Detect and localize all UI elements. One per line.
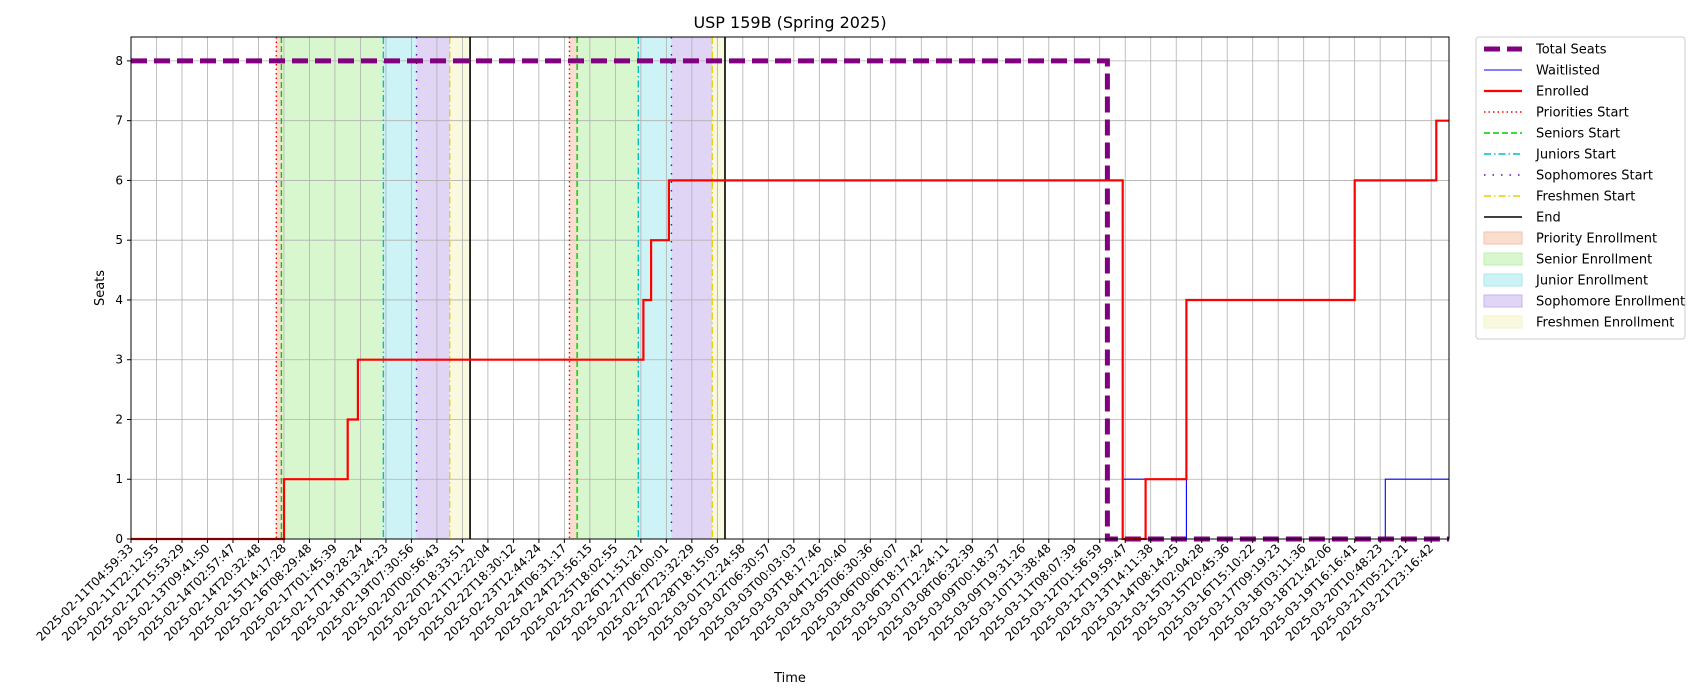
y-axis-title: Seats <box>93 270 108 306</box>
y-tick-label-5: 5 <box>115 233 123 247</box>
shaded-region-4-1 <box>712 37 725 539</box>
shaded-region-3-0 <box>416 37 450 539</box>
legend-label-junior-enrollment: Junior Enrollment <box>1535 274 1648 289</box>
legend-label-priority-enrollment: Priority Enrollment <box>1536 232 1657 247</box>
series-enrolled <box>131 119 1449 541</box>
legend-swatch-junior-enrollment <box>1483 273 1523 287</box>
shaded-region-0-1 <box>569 37 578 539</box>
legend-label-freshmen-start: Freshmen Start <box>1536 190 1635 205</box>
legend-label-total-seats: Total Seats <box>1535 43 1607 58</box>
y-axis: 0 1 2 3 4 5 6 7 8 <box>115 54 131 546</box>
y-tick-label-6: 6 <box>115 173 123 187</box>
x-axis: 2025-02-11T04:59:332025-02-11T22:12:5520… <box>34 539 1436 644</box>
phase-markers <box>275 37 726 539</box>
legend-swatch-sophomore-enrollment <box>1483 294 1523 308</box>
legend-label-freshmen-enrollment: Freshmen Enrollment <box>1536 316 1674 331</box>
y-tick-label-4: 4 <box>115 293 123 307</box>
y-tick-label-8: 8 <box>115 54 123 68</box>
legend-label-enrolled: Enrolled <box>1536 85 1589 100</box>
legend-label-sophomore-enrollment: Sophomore Enrollment <box>1536 295 1685 310</box>
y-tick-label-3: 3 <box>115 353 123 367</box>
legend-label-waitlisted: Waitlisted <box>1536 64 1600 79</box>
legend-label-senior-enrollment: Senior Enrollment <box>1536 253 1652 268</box>
legend-label-priorities-start: Priorities Start <box>1536 106 1629 121</box>
shaded-region-4-0 <box>449 37 471 539</box>
plot-frame <box>130 36 1450 540</box>
y-tick-label-7: 7 <box>115 114 123 128</box>
shaded-region-1-0 <box>281 37 384 539</box>
y-tick-label-1: 1 <box>115 472 123 486</box>
legend-label-sophomores-start: Sophomores Start <box>1536 169 1653 184</box>
legend-label-seniors-start: Seniors Start <box>1536 127 1620 142</box>
legend-frame <box>1475 36 1686 340</box>
y-tick-label-0: 0 <box>115 532 123 546</box>
shaded-region-0-0 <box>276 37 282 539</box>
legend-swatch-freshmen-enrollment <box>1483 315 1523 329</box>
legend-swatch-senior-enrollment <box>1483 252 1523 266</box>
legend-label-end: End <box>1536 211 1561 226</box>
y-tick-label-2: 2 <box>115 412 123 426</box>
legend-label-juniors-start: Juniors Start <box>1535 148 1616 163</box>
plot-area <box>130 36 1450 542</box>
shaded-region-1-1 <box>577 37 639 539</box>
legend: Total Seats Waitlisted Enrolled Priorities … <box>1475 36 1686 340</box>
x-axis-title: Time <box>773 671 806 686</box>
legend-swatch-priority-enrollment <box>1483 231 1523 245</box>
chart-title: USP 159B (Spring 2025) <box>693 13 886 32</box>
shaded-regions <box>276 37 725 539</box>
